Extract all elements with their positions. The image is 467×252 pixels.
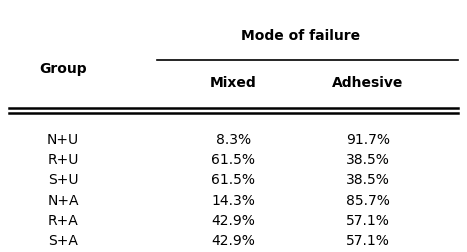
Text: Mixed: Mixed	[210, 76, 257, 90]
Text: 14.3%: 14.3%	[212, 194, 255, 208]
Text: S+A: S+A	[48, 234, 78, 248]
Text: 42.9%: 42.9%	[212, 214, 255, 228]
Text: S+U: S+U	[48, 173, 78, 187]
Text: 61.5%: 61.5%	[212, 173, 255, 187]
Text: 57.1%: 57.1%	[346, 234, 390, 248]
Text: 57.1%: 57.1%	[346, 214, 390, 228]
Text: N+U: N+U	[47, 133, 79, 147]
Text: N+A: N+A	[47, 194, 79, 208]
Text: R+A: R+A	[48, 214, 78, 228]
Text: 38.5%: 38.5%	[346, 153, 390, 167]
Text: 91.7%: 91.7%	[346, 133, 390, 147]
Text: 38.5%: 38.5%	[346, 173, 390, 187]
Text: 8.3%: 8.3%	[216, 133, 251, 147]
Text: 85.7%: 85.7%	[346, 194, 390, 208]
Text: Mode of failure: Mode of failure	[241, 29, 361, 43]
Text: Group: Group	[39, 62, 87, 76]
Text: 42.9%: 42.9%	[212, 234, 255, 248]
Text: 61.5%: 61.5%	[212, 153, 255, 167]
Text: Adhesive: Adhesive	[333, 76, 403, 90]
Text: R+U: R+U	[48, 153, 79, 167]
